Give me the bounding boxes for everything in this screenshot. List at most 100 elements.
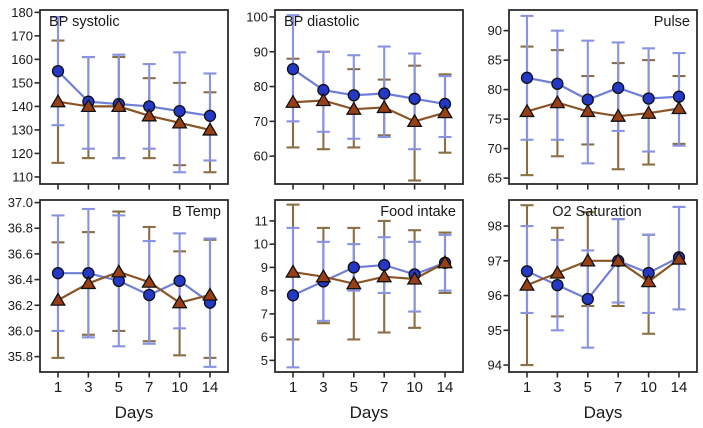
y-tick-label: 140 — [11, 99, 33, 114]
chart-cell-pulse: 65 70 75 80 85 90 Pulse — [469, 0, 703, 192]
chart-pulse: 65 70 75 80 85 90 Pulse — [488, 9, 698, 190]
chart-cell-bp-diastolic: 60 70 80 90 100 BP diastolic — [235, 0, 469, 192]
y-tick-label: 60 — [254, 149, 268, 164]
brown-triangle-marker — [406, 271, 423, 285]
blue-circle-marker — [581, 292, 594, 306]
blue-circle-marker — [51, 267, 65, 280]
brown-triangle-marker — [579, 103, 596, 118]
y-tick-label: 95 — [488, 323, 502, 338]
brown-triangle-marker — [285, 264, 301, 278]
brown-triangle-marker — [406, 113, 423, 128]
y-tick-label: 70 — [488, 141, 502, 156]
y-tick-label: 96 — [488, 288, 502, 303]
x-tick-label: 5 — [350, 379, 358, 396]
brown-triangle-marker — [141, 108, 158, 122]
chart-bp-diastolic: 60 70 80 90 100 BP diastolic — [246, 9, 464, 190]
brown-triangle-marker — [50, 93, 66, 108]
x-tick-label: 7 — [145, 379, 153, 396]
brown-triangle-marker — [437, 104, 453, 119]
brown-triangle-marker — [80, 98, 97, 113]
y-tick-label: 75 — [488, 112, 502, 127]
y-tick-label: 110 — [12, 169, 33, 184]
y-tick-label: 85 — [488, 53, 502, 68]
brown-triangle-marker — [315, 92, 332, 107]
y-tick-label: 9 — [261, 260, 268, 275]
y-tick-label: 10 — [254, 237, 268, 252]
brown-triangle-marker — [671, 251, 687, 265]
x-tick-label: 5 — [115, 379, 123, 396]
y-tick-label: 160 — [11, 52, 33, 67]
y-tick-label: 36.6 — [8, 246, 33, 261]
chart-title-pulse: Pulse — [654, 14, 690, 30]
x-tick-label: 5 — [584, 379, 592, 396]
y-tick-label: 35.8 — [8, 349, 33, 364]
x-tick-label: 14 — [202, 379, 219, 396]
blue-circle-marker — [347, 261, 360, 274]
x-tick-label: 1 — [289, 379, 297, 396]
y-tick-label: 6 — [261, 330, 268, 345]
blue-circle-marker — [642, 92, 655, 105]
y-tick-label: 5 — [261, 353, 268, 368]
brown-triangle-marker — [315, 268, 332, 283]
y-tick-label: 36.4 — [8, 272, 33, 287]
y-tick-label: 94 — [488, 358, 502, 373]
brown-triangle-marker — [171, 294, 188, 309]
brown-triangles-line — [292, 99, 446, 123]
plot-frame — [274, 9, 464, 185]
chart-title-bp-diastolic: BP diastolic — [284, 14, 360, 30]
y-tick-label: 36.0 — [8, 323, 33, 338]
y-tick-label: 97 — [488, 253, 502, 268]
y-tick-label: 98 — [488, 219, 502, 234]
y-tick-label: 170 — [11, 28, 33, 43]
plot-frame — [39, 9, 229, 185]
chart-cell-b-temp: 35.8 36.0 36.2 36.4 36.6 36.8 37.0 1 3 5 7 10 14 Days… — [0, 192, 235, 428]
y-tick-label: 8 — [261, 283, 268, 298]
blue-circle-marker — [347, 89, 360, 102]
blue-circle-marker — [551, 77, 564, 90]
chart-title-food-intake: Food intake — [380, 204, 456, 220]
blue-circle-marker — [286, 63, 300, 76]
x-tick-label: 1 — [523, 379, 531, 396]
x-tick-label: 10 — [171, 379, 188, 396]
brown-triangle-marker — [519, 103, 535, 118]
y-tick-label: 120 — [11, 146, 33, 161]
x-tick-label: 3 — [319, 379, 327, 396]
x-tick-label: 1 — [54, 379, 62, 396]
y-tick-label: 7 — [261, 306, 268, 321]
y-tick-label: 130 — [11, 122, 33, 137]
brown-triangle-marker — [202, 287, 218, 301]
brown-triangle-marker — [376, 268, 393, 283]
y-tick-label: 90 — [254, 44, 268, 59]
blue-circle-marker — [408, 92, 421, 105]
x-tick-label: 3 — [553, 379, 561, 396]
chart-cell-o2-saturation: 94 95 96 97 98 1 3 5 7 10 14 Days O2 Saturation — [469, 192, 703, 428]
chart-title-o2-saturation: O2 Saturation — [552, 204, 641, 220]
y-tick-label: 150 — [11, 75, 33, 90]
brown-triangle-marker — [579, 253, 596, 267]
brown-triangle-marker — [285, 94, 301, 108]
x-tick-label: 14 — [437, 379, 454, 396]
x-axis-title: Days — [350, 403, 389, 422]
brown-triangle-marker — [640, 105, 657, 119]
chart-cell-bp-systolic: 110 120 130 140 150 160 170 180 BP systolic — [0, 0, 235, 192]
x-tick-label: 10 — [640, 379, 657, 396]
blue-circle-marker — [143, 288, 156, 302]
brown-triangle-marker — [610, 253, 627, 267]
chart-cell-food-intake: 5 6 7 8 9 10 11 1 3 5 7 10 14 Days Food intake — [235, 192, 469, 428]
blue-circle-marker — [173, 104, 186, 118]
x-axis-title: Days — [115, 403, 154, 422]
chart-title-bp-systolic: BP systolic — [49, 14, 120, 30]
blue-circle-marker — [672, 90, 686, 103]
plot-frame — [39, 199, 229, 373]
brown-triangle-marker — [202, 122, 218, 136]
y-tick-label: 80 — [488, 82, 502, 97]
blue-circle-marker — [520, 265, 534, 278]
y-tick-label: 65 — [488, 171, 502, 186]
blue-circle-marker — [612, 81, 625, 95]
brown-triangle-marker — [610, 108, 627, 122]
brown-triangle-marker — [50, 292, 66, 306]
x-tick-label: 7 — [614, 379, 622, 396]
brown-triangle-marker — [345, 275, 362, 290]
